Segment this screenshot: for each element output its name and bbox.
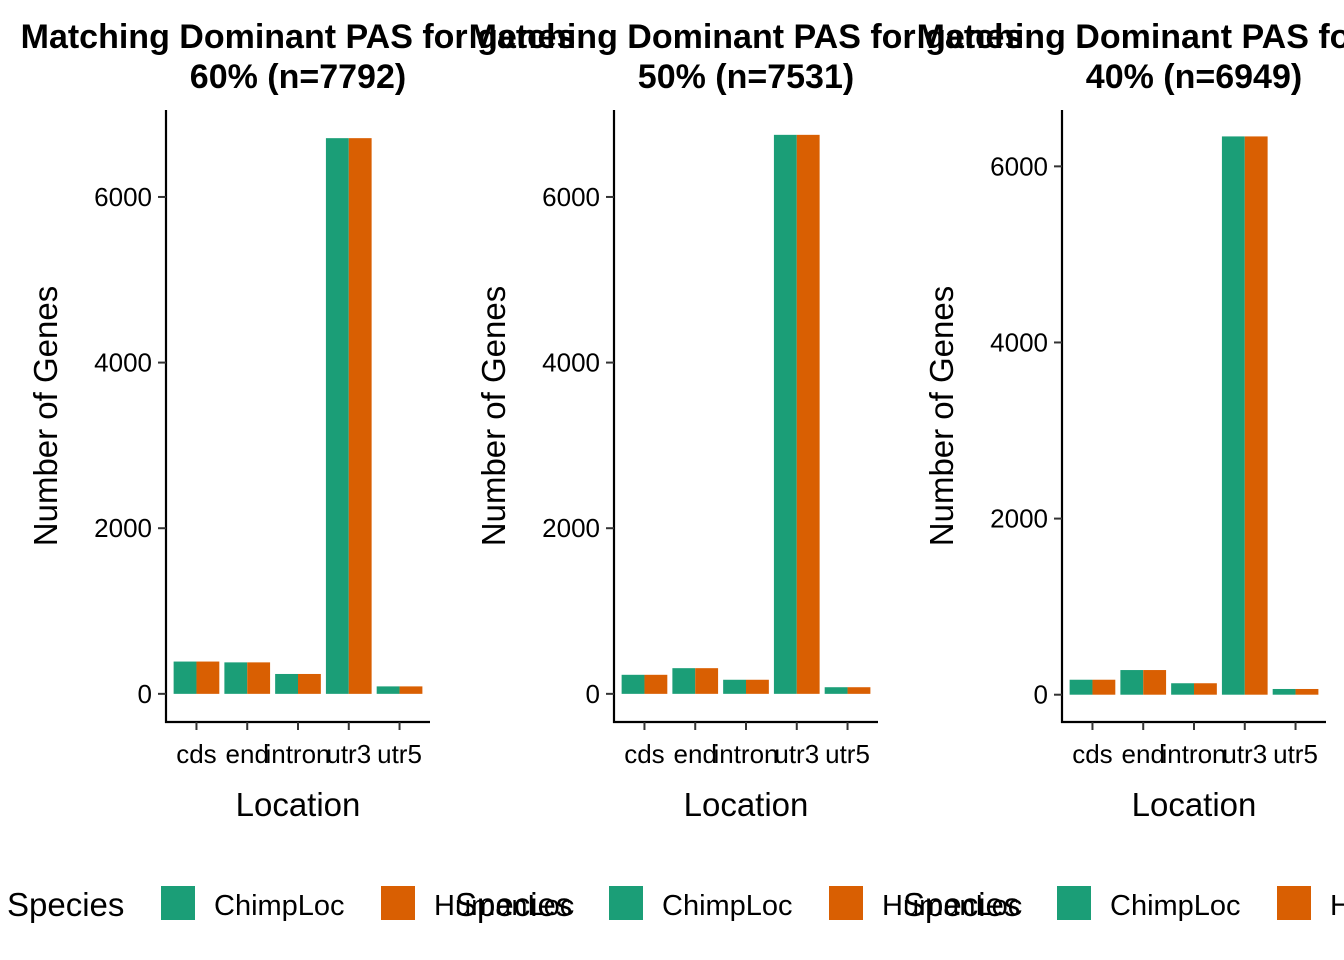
chart-title-line1: Matching Dominant PAS for genes [917,18,1344,56]
bar-humanloc-intron [1194,683,1217,695]
y-tick-label: 2000 [542,513,600,543]
chart-title-line2: 60% (n=7792) [190,58,406,96]
y-tick-label: 2000 [94,513,152,543]
y-axis-title: Number of Genes [475,286,512,546]
x-tick-label-intron: intron [713,739,778,769]
y-tick-label: 6000 [542,182,600,212]
chart-title-line2: 40% (n=6949) [1086,58,1302,96]
chart-panel-3: Matching Dominant PAS for genes40% (n=69… [903,18,1344,923]
bar-chimploc-intron [1171,683,1194,695]
bar-humanloc-cds [644,674,668,694]
x-tick-label-utr3: utr3 [774,739,819,769]
legend-key-chimploc [1057,886,1091,920]
bar-chimploc-utr5 [376,686,400,694]
bar-chimploc-end [1120,670,1144,695]
bar-humanloc-utr3 [1244,136,1268,695]
x-tick-label-utr5: utr5 [377,739,422,769]
x-axis-title: Location [1132,786,1257,823]
x-tick-label-utr3: utr3 [1222,739,1267,769]
chart-title-line2: 50% (n=7531) [638,58,854,96]
bar-chimploc-cds [1069,679,1093,695]
bar-humanloc-utr3 [348,138,372,694]
y-tick-label: 4000 [542,348,600,378]
legend-key-chimploc [609,886,643,920]
x-tick-label-utr5: utr5 [1273,739,1318,769]
bar-chimploc-cds [621,674,645,694]
x-tick-label-end: end [1122,739,1165,769]
x-axis-title: Location [236,786,361,823]
legend-label-chimploc: ChimpLoc [1110,890,1241,922]
legend-key-chimploc [161,886,195,920]
bar-chimploc-utr3 [1221,136,1245,695]
legend-key-humanloc [829,886,863,920]
legend-label-humanloc: HumanLoc [1330,890,1344,922]
y-tick-label: 6000 [990,151,1048,181]
x-tick-label-intron: intron [1161,739,1226,769]
x-tick-label-cds: cds [1072,739,1112,769]
legend: Species ChimpLoc HumanLoc [903,886,1344,923]
bar-chimploc-utr5 [1272,688,1296,695]
bar-humanloc-utr5 [847,687,871,694]
chart-title-line1: Matching Dominant PAS for genes [21,18,576,56]
legend-key-humanloc [1277,886,1311,920]
legend-label-humanloc: HumanLoc [434,890,574,922]
x-tick-label-utr5: utr5 [825,739,870,769]
x-tick-label-end: end [674,739,717,769]
bar-chimploc-utr3 [325,138,349,694]
y-axis-title: Number of Genes [27,286,64,546]
bar-chimploc-end [672,668,696,694]
bar-chimploc-utr5 [824,687,848,694]
x-tick-label-cds: cds [176,739,216,769]
bar-humanloc-utr5 [399,686,423,694]
chart-title-line1: Matching Dominant PAS for genes [469,18,1024,56]
legend-title: Species [903,886,1020,923]
x-tick-label-intron: intron [265,739,330,769]
y-tick-label: 2000 [990,504,1048,534]
y-tick-label: 0 [138,679,152,709]
bar-chimploc-end [224,662,248,694]
legend: Species ChimpLoc HumanLoc [7,886,574,923]
bar-chimploc-intron [275,673,298,694]
bar-chimploc-cds [173,661,197,694]
x-tick-label-end: end [226,739,269,769]
bar-humanloc-intron [298,673,321,694]
legend-label-chimploc: ChimpLoc [662,890,793,922]
y-axis-title: Number of Genes [923,286,960,546]
bar-humanloc-end [695,668,719,694]
legend-key-humanloc [381,886,415,920]
legend-label-humanloc: HumanLoc [882,890,1022,922]
legend-title: Species [7,886,124,923]
x-tick-label-utr3: utr3 [326,739,371,769]
bar-humanloc-utr3 [796,134,820,694]
legend-title: Species [455,886,572,923]
y-tick-label: 0 [1034,680,1048,710]
bar-humanloc-end [1143,670,1167,695]
y-tick-label: 0 [586,679,600,709]
x-axis-title: Location [684,786,809,823]
bar-humanloc-cds [1092,679,1116,695]
y-tick-label: 6000 [94,182,152,212]
bar-humanloc-end [247,662,271,694]
bar-humanloc-cds [196,661,220,694]
y-tick-label: 4000 [94,348,152,378]
x-tick-label-cds: cds [624,739,664,769]
bar-chimploc-utr3 [773,134,797,694]
y-tick-label: 4000 [990,327,1048,357]
bar-humanloc-utr5 [1295,688,1319,695]
legend: Species ChimpLoc HumanLoc [455,886,1022,923]
legend-label-chimploc: ChimpLoc [214,890,345,922]
bar-humanloc-intron [746,679,769,694]
bar-chimploc-intron [723,679,746,694]
